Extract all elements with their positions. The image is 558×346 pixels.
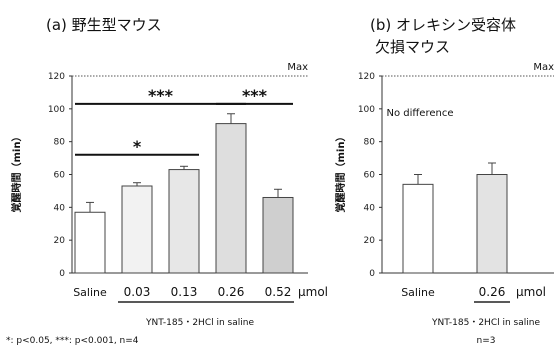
significance-label: *** <box>148 86 174 105</box>
y-tick-label: 120 <box>358 72 375 82</box>
y-tick-label: 100 <box>358 105 375 115</box>
panel-a-max-label: Max <box>287 62 308 73</box>
panel-a-y-axis-label: 覚醒時間（min） <box>10 132 23 213</box>
panel-a-treatment-label: YNT-185・2HCl in saline <box>145 318 254 328</box>
panel-b-category-labels: Saline 0.26 <box>401 285 510 303</box>
y-tick-label: 120 <box>48 72 65 82</box>
category-label: 0.52 <box>265 285 292 299</box>
panel-b-title-line-2: 欠損マウス <box>375 38 450 56</box>
panel-b-unit: μmol <box>516 285 546 299</box>
y-tick-label: 0 <box>369 269 375 279</box>
bar <box>74 211 106 274</box>
y-tick-label: 40 <box>364 203 376 213</box>
bar <box>168 169 200 274</box>
bar <box>215 123 247 274</box>
y-tick-label: 20 <box>364 236 376 246</box>
category-label: Saline <box>73 286 107 299</box>
y-tick-label: 80 <box>364 138 376 148</box>
y-tick-label: 80 <box>54 138 66 148</box>
y-tick-label: 100 <box>48 105 65 115</box>
panel-b-treatment-label: YNT-185・2HCl in saline <box>431 318 540 328</box>
y-tick-label: 40 <box>54 203 66 213</box>
panel-b-y-axis-label: 覚醒時間（min） <box>334 132 347 213</box>
panel-a-axes: 0 20 40 60 80 100 120 <box>48 72 308 279</box>
significance-label: * <box>133 137 142 156</box>
bar <box>121 185 153 274</box>
panel-a-title: (a) 野生型マウス <box>46 16 162 34</box>
bar <box>402 183 434 274</box>
panel-a-bars <box>74 113 294 274</box>
panel-a-unit: μmol <box>298 285 328 299</box>
y-tick-label: 20 <box>54 236 66 246</box>
y-tick-label: 60 <box>364 171 376 181</box>
category-label: Saline <box>401 286 435 299</box>
panel-b-axes: 0 20 40 60 80 100 120 <box>358 72 554 279</box>
panel-b-bars <box>402 162 508 274</box>
bar <box>262 196 294 274</box>
panel-b-max-label: Max <box>533 62 554 73</box>
y-tick-label: 60 <box>54 171 66 181</box>
significance-label: *** <box>242 86 268 105</box>
panel-a-category-labels: Saline 0.03 0.13 0.26 0.52 <box>73 285 294 303</box>
panel-b: (b) オレキシン受容体 欠損マウス 覚醒時間（min） 0 20 40 60 80 10… <box>334 16 554 346</box>
panel-b-annotation: No difference <box>387 108 454 119</box>
category-label: 0.26 <box>479 285 506 299</box>
category-label: 0.26 <box>218 285 245 299</box>
category-label: 0.03 <box>124 285 151 299</box>
panel-a-footnote: *: p<0.05, ***: p<0.001, n=4 <box>6 336 139 346</box>
y-tick-label: 0 <box>59 269 65 279</box>
panel-b-title-line-1: (b) オレキシン受容体 <box>370 16 516 34</box>
panel-a-significance: ******* <box>75 86 293 156</box>
category-label: 0.13 <box>171 285 198 299</box>
panel-b-footnote: n=3 <box>477 336 496 346</box>
bar <box>476 174 508 274</box>
